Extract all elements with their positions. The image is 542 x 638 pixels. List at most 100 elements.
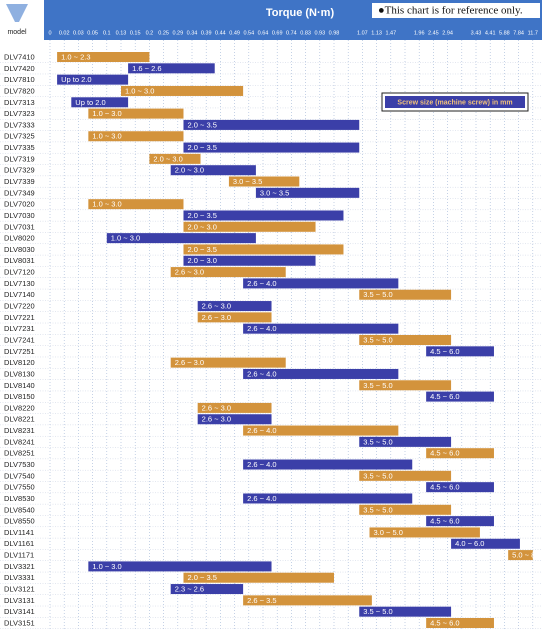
x-tick-label: 0.83 <box>300 30 311 36</box>
y-tick-label: DLV7140 <box>4 290 35 299</box>
x-tick-label: 2.94 <box>442 30 453 36</box>
x-tick-label: 0.1 <box>103 30 111 36</box>
bar-label: 2.0 ~ 3.5 <box>187 245 216 254</box>
bar <box>197 301 272 312</box>
y-tick-label: DLV8130 <box>4 369 35 378</box>
bar-label: 2.6 ~ 4.0 <box>247 460 276 469</box>
bar <box>183 142 360 153</box>
y-tick-label: DLV8540 <box>4 505 35 514</box>
bar <box>197 402 272 413</box>
y-tick-label: DLV7241 <box>4 335 35 344</box>
y-tick-label: DLV7319 <box>4 154 35 163</box>
y-tick-label: DLV7325 <box>4 132 35 141</box>
bar <box>183 119 360 130</box>
bar <box>170 267 286 278</box>
bar-label: 2.6 ~ 3.0 <box>175 268 204 277</box>
x-tick-label: 0.49 <box>229 30 240 36</box>
bar <box>88 108 184 119</box>
x-tick-label: 0.64 <box>258 30 269 36</box>
bar <box>71 97 129 108</box>
bar <box>255 187 360 198</box>
x-tick-label: 0.05 <box>87 30 98 36</box>
bar <box>426 618 494 628</box>
y-tick-label: DLV8140 <box>4 381 35 390</box>
bar <box>57 52 150 62</box>
bar-label: 3.0 ~ 3.5 <box>260 188 289 197</box>
y-tick-label: DLV7530 <box>4 460 35 469</box>
bar-label: 3.5 ~ 5.0 <box>363 471 392 480</box>
y-tick-label: DLV8031 <box>4 256 35 265</box>
bar-label: 1.0 ~ 3.0 <box>125 86 154 95</box>
y-tick-label: DLV7220 <box>4 302 35 311</box>
bar-label: 1.0 ~ 3.0 <box>111 234 140 243</box>
y-tick-label: DLV7410 <box>4 52 35 61</box>
bar <box>183 210 344 221</box>
bar <box>183 221 316 232</box>
bar-label: 4.5 ~ 6.0 <box>430 392 459 401</box>
bar <box>359 380 452 391</box>
bar <box>243 278 399 289</box>
y-tick-label: DLV3151 <box>4 618 35 627</box>
legend-note: Screw size (machine screw) in mm <box>397 99 512 106</box>
bar-label: 2.6 ~ 4.0 <box>247 369 276 378</box>
bar <box>508 550 533 561</box>
bar-label: 2.6 ~ 3.5 <box>247 596 276 605</box>
bar <box>121 85 244 96</box>
y-tick-label: DLV7349 <box>4 188 35 197</box>
y-tick-label: DLV7420 <box>4 64 35 73</box>
y-tick-label: DLV1141 <box>4 528 34 537</box>
bar-label: 2.6 ~ 4.0 <box>247 494 276 503</box>
bar <box>359 504 452 515</box>
bar-label: Up to 2.0 <box>75 98 105 107</box>
bar <box>170 584 244 595</box>
bar-label: 4.0 ~ 6.0 <box>455 539 484 548</box>
y-tick-label: DLV8530 <box>4 494 35 503</box>
bar-label: 2.6 ~ 4.0 <box>247 426 276 435</box>
bar-label: 3.5 ~ 5.0 <box>363 381 392 390</box>
y-tick-label: DLV3321 <box>4 562 35 571</box>
y-tick-label: DLV7120 <box>4 268 35 277</box>
bar <box>243 493 413 504</box>
bar-label: 3.0 ~ 5.0 <box>374 528 403 537</box>
x-tick-label: 0.54 <box>243 30 254 36</box>
bar <box>243 595 372 606</box>
bar-label: 2.6 ~ 3.0 <box>202 313 231 322</box>
bar-label: 2.6 ~ 3.0 <box>175 358 204 367</box>
y-tick-label: DLV7231 <box>4 324 35 333</box>
x-tick-label: 0 <box>48 30 51 36</box>
note: ●This chart is for reference only. <box>378 5 523 17</box>
x-tick-label: 0.44 <box>215 30 226 36</box>
bar-label: 1.0 ~ 2.3 <box>61 52 90 61</box>
bar <box>106 233 256 244</box>
bar <box>170 357 286 368</box>
y-tick-label: DLV7031 <box>4 222 35 231</box>
bar <box>228 176 300 187</box>
bar-label: 2.0 ~ 3.5 <box>187 573 216 582</box>
legend-fill <box>385 96 525 108</box>
bar-label: 2.6 ~ 3.0 <box>202 403 231 412</box>
x-tick-label: 3.43 <box>471 30 482 36</box>
x-tick-label: 0.34 <box>187 30 198 36</box>
bar-label: 4.5 ~ 6.0 <box>430 618 459 627</box>
bar-label: 3.5 ~ 5.0 <box>363 290 392 299</box>
bar-label: 4.5 ~ 6.0 <box>430 517 459 526</box>
bar <box>359 289 452 300</box>
x-tick-label: 0.74 <box>286 30 297 36</box>
bar <box>183 255 316 266</box>
bar <box>183 572 334 583</box>
y-tick-label: DLV7550 <box>4 483 35 492</box>
bar-label: 2.6 ~ 3.0 <box>202 302 231 311</box>
x-tick-label: 0.15 <box>130 30 141 36</box>
y-tick-label: DLV7313 <box>4 98 35 107</box>
bar <box>426 346 494 357</box>
bar <box>243 368 399 379</box>
y-tick-label: DLV3121 <box>4 585 35 594</box>
bar-label: 3.5 ~ 5.0 <box>363 505 392 514</box>
bar <box>426 482 494 493</box>
x-tick-label: 4.41 <box>485 30 496 36</box>
x-tick-label: 0.03 <box>73 30 84 36</box>
model-icon <box>6 4 28 22</box>
x-tick-label: 0.69 <box>272 30 283 36</box>
y-tick-label: DLV7329 <box>4 166 35 175</box>
